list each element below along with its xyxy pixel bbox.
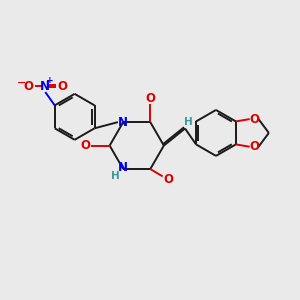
Text: O: O bbox=[145, 92, 155, 105]
Text: O: O bbox=[164, 173, 174, 186]
Text: N: N bbox=[118, 116, 128, 129]
Text: O: O bbox=[80, 139, 91, 152]
Text: O: O bbox=[250, 112, 260, 126]
Text: H: H bbox=[184, 117, 193, 127]
Text: N: N bbox=[118, 161, 128, 174]
Text: +: + bbox=[46, 76, 53, 85]
Text: −: − bbox=[17, 78, 26, 88]
Text: N: N bbox=[40, 80, 50, 93]
Text: O: O bbox=[23, 80, 34, 93]
Text: O: O bbox=[250, 140, 260, 153]
Text: H: H bbox=[112, 171, 120, 182]
Text: O: O bbox=[57, 80, 67, 93]
